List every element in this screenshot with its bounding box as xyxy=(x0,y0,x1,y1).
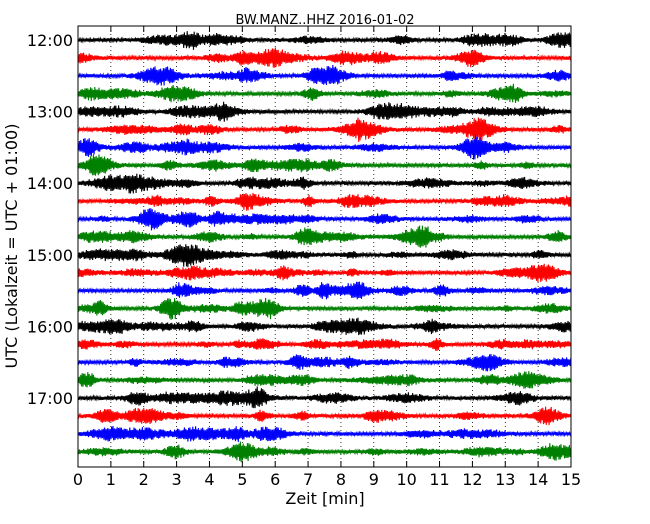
x-axis-ticks: 0 1 2 3 4 5 6 7 8 9 10 11 12 13 14 15 xyxy=(73,26,581,489)
x-tick-label: 9 xyxy=(369,470,379,489)
seismic-trace-8 xyxy=(77,154,572,176)
seismic-trace-6 xyxy=(77,117,572,142)
x-tick-label: 11 xyxy=(429,470,449,489)
x-tick-label: 7 xyxy=(303,470,313,489)
y-axis-label: UTC (Lokalzeit = UTC + 01:00) xyxy=(2,124,21,369)
x-tick-label: 8 xyxy=(336,470,346,489)
x-tick-label: 14 xyxy=(528,470,548,489)
y-axis-ticks: 12:00 13:00 14:00 15:00 16:00 17:00 xyxy=(27,31,571,408)
seismic-trace-22 xyxy=(77,406,572,426)
x-tick-label: 15 xyxy=(561,470,581,489)
x-tick-label: 10 xyxy=(396,470,416,489)
x-tick-label: 6 xyxy=(270,470,280,489)
seismic-trace-9 xyxy=(77,173,572,194)
y-tick-label: 16:00 xyxy=(27,317,73,336)
y-tick-label: 17:00 xyxy=(27,389,73,408)
x-axis-label: Zeit [min] xyxy=(285,489,364,508)
trace-group xyxy=(77,31,572,463)
x-tick-label: 0 xyxy=(73,470,83,489)
plot-frame xyxy=(77,25,572,468)
seismic-trace-13 xyxy=(77,244,572,268)
seismic-trace-19 xyxy=(77,353,572,372)
seismic-trace-11 xyxy=(77,208,572,231)
chart-title: BW.MANZ..HHZ 2016-01-02 xyxy=(235,13,414,28)
grid-lines xyxy=(110,26,539,467)
x-tick-label: 12 xyxy=(462,470,482,489)
seismic-trace-10 xyxy=(77,192,572,211)
seismic-trace-24 xyxy=(77,441,572,463)
seismic-trace-7 xyxy=(77,134,572,160)
x-tick-label: 1 xyxy=(106,470,116,489)
x-tick-label: 4 xyxy=(204,470,214,489)
seismic-trace-20 xyxy=(77,371,572,389)
seismic-trace-5 xyxy=(77,101,572,122)
y-tick-label: 15:00 xyxy=(27,246,73,265)
seismic-trace-4 xyxy=(77,83,572,104)
y-tick-label: 13:00 xyxy=(27,103,73,122)
y-tick-label: 12:00 xyxy=(27,31,73,50)
seismic-trace-16 xyxy=(77,297,572,320)
seismic-trace-23 xyxy=(77,425,572,443)
seismic-trace-2 xyxy=(77,47,572,68)
seismic-trace-14 xyxy=(77,263,572,283)
x-tick-label: 13 xyxy=(495,470,515,489)
x-tick-label: 3 xyxy=(172,470,182,489)
y-tick-label: 14:00 xyxy=(27,174,73,193)
x-tick-label: 2 xyxy=(139,470,149,489)
seismic-trace-17 xyxy=(77,317,572,336)
seismic-trace-3 xyxy=(77,64,572,86)
seismic-trace-15 xyxy=(77,281,572,300)
seismic-trace-18 xyxy=(77,338,572,352)
seismic-trace-1 xyxy=(77,31,572,50)
seismic-trace-21 xyxy=(77,386,572,409)
x-tick-label: 5 xyxy=(237,470,247,489)
seismic-trace-12 xyxy=(77,225,572,248)
